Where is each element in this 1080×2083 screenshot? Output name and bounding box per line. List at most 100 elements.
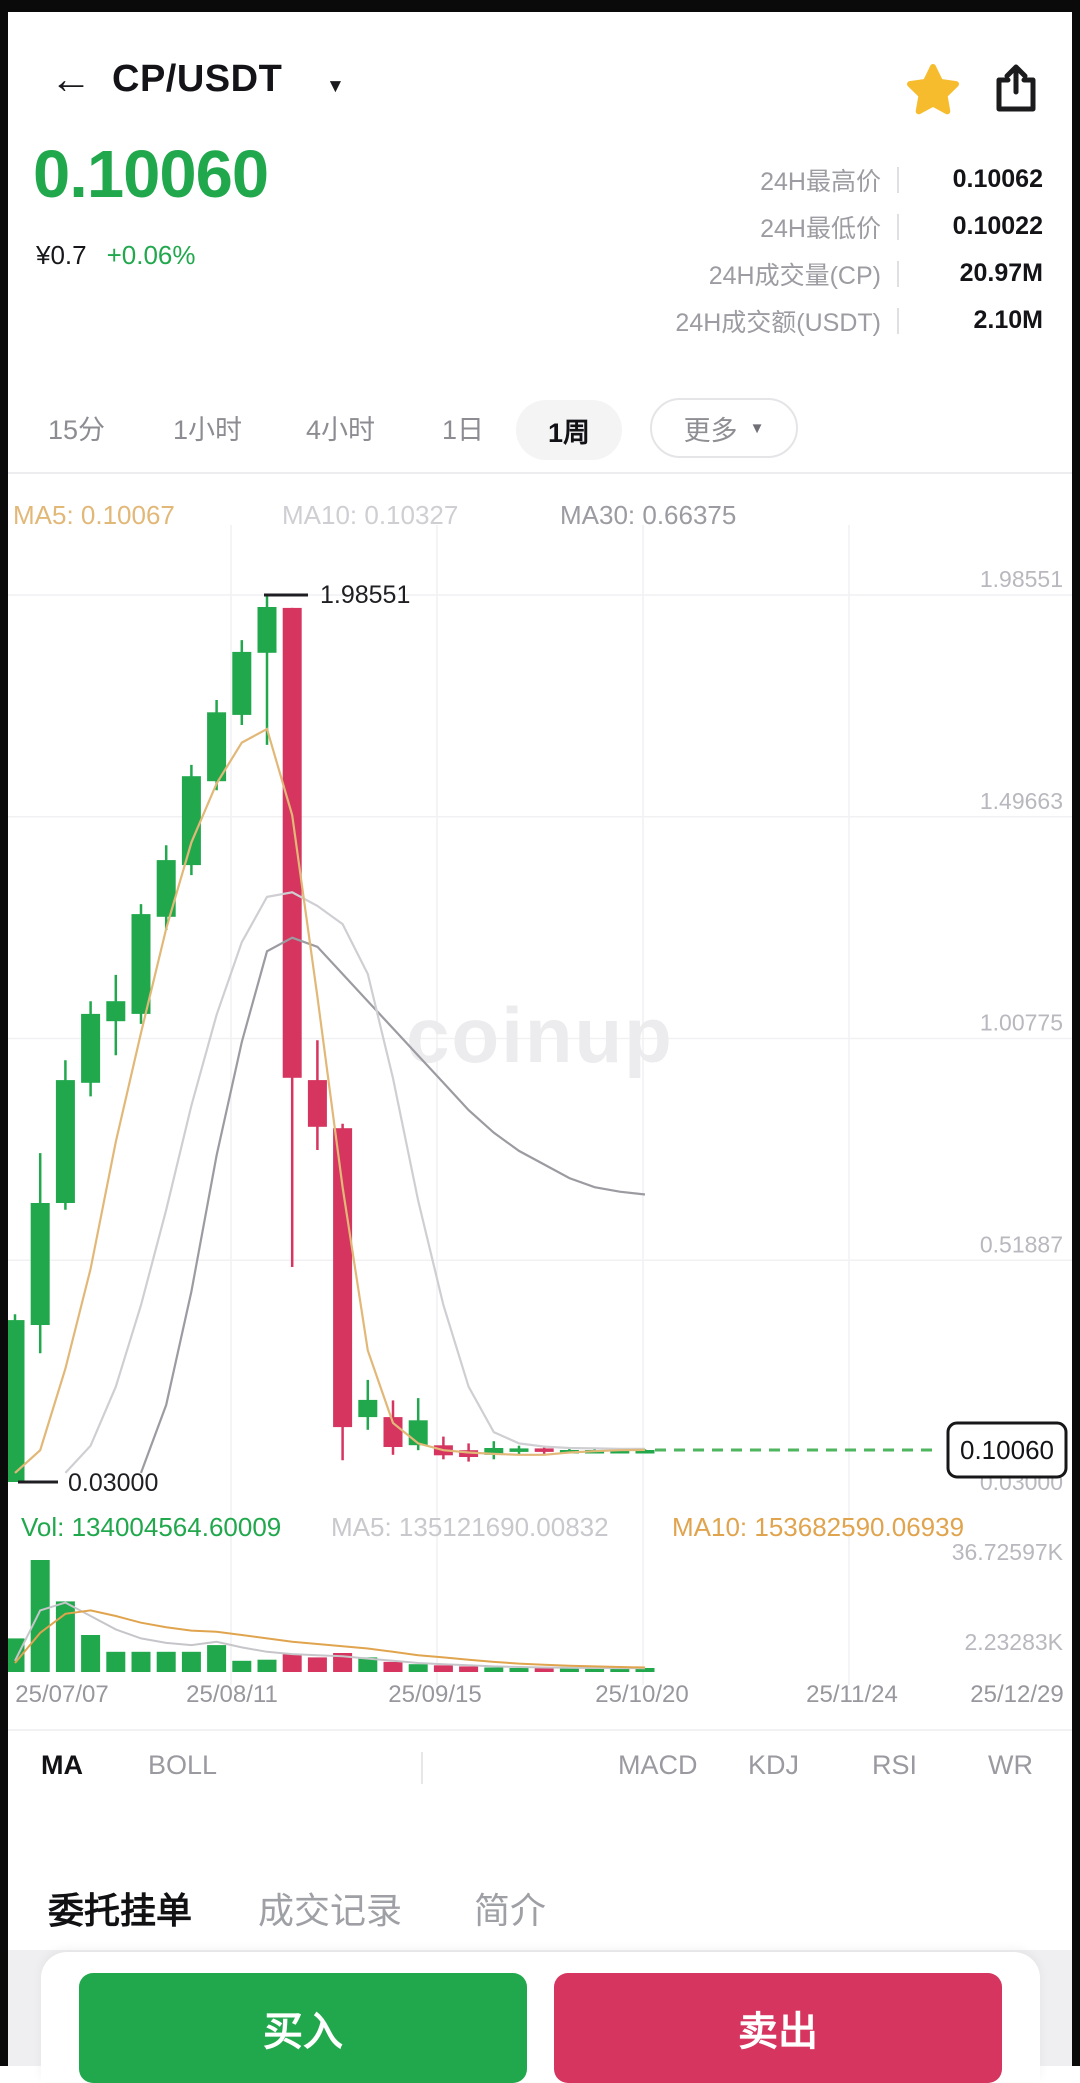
x-axis-date-label: 25/09/15 [388, 1681, 481, 1708]
stat-divider [897, 307, 899, 334]
symbol-dropdown-caret-icon[interactable]: ▼ [326, 76, 345, 97]
volume-bar [181, 1651, 201, 1672]
x-axis-date-label: 25/11/24 [806, 1681, 898, 1708]
chevron-down-icon: ▼ [749, 419, 765, 437]
indicator-tab-ma[interactable]: MA [41, 1750, 83, 1780]
buy-button[interactable]: 买入 [79, 1973, 527, 2083]
candle-body [358, 1399, 378, 1418]
volume-bar [585, 1668, 605, 1672]
timeframe-tab-15m[interactable]: 15分 [48, 415, 106, 445]
volume-bar [106, 1651, 126, 1672]
ma5-value-label: MA5: 0.10067 [13, 500, 175, 530]
low-marker-label: 0.03000 [68, 1469, 158, 1497]
candle-body [484, 1448, 504, 1455]
candle-body [55, 1080, 75, 1203]
volume-bar [232, 1660, 252, 1672]
last-price-box [946, 1421, 1068, 1479]
stat-label: 24H最高价 [760, 167, 881, 196]
candle-body [106, 1001, 126, 1022]
volume-bar [433, 1665, 453, 1672]
stat-label: 24H最低价 [760, 214, 881, 243]
tab-open-orders[interactable]: 委托挂单 [48, 1890, 193, 1931]
more-timeframes-button[interactable]: 更多 ▼ [650, 398, 798, 458]
volume-ma5-value-label: MA5: 135121690.00832 [331, 1512, 609, 1542]
candle-body [635, 1450, 655, 1454]
screen-edge-left [0, 0, 8, 2066]
tab-about[interactable]: 简介 [474, 1890, 547, 1931]
volume-bar [282, 1654, 302, 1672]
volume-ma10-value-label: MA10: 153682590.06939 [672, 1512, 965, 1542]
volume-bar [635, 1668, 655, 1672]
timeframe-tab-1d[interactable]: 1日 [442, 415, 485, 445]
favorite-star-icon[interactable] [905, 62, 961, 118]
tabs-divider [8, 472, 1072, 474]
volume-bar [459, 1666, 479, 1672]
timeframe-tab-4h[interactable]: 4小时 [306, 415, 376, 445]
indicator-tab-kdj[interactable]: KDJ [748, 1750, 800, 1780]
tab-trade-history[interactable]: 成交记录 [258, 1890, 403, 1931]
indicator-tab-macd[interactable]: MACD [618, 1750, 698, 1780]
candle-body [207, 712, 227, 782]
stat-value: 0.10022 [952, 212, 1043, 240]
volume-bar [484, 1667, 504, 1672]
stat-divider [897, 166, 899, 193]
volume-bar [358, 1657, 378, 1672]
ticker-stats: 24H最高价 0.10062 24H最低价 0.10022 24H成交量(CP)… [675, 156, 1043, 344]
indicator-row-divider [8, 1729, 1072, 1731]
ma30-value-label: MA30: 0.66375 [560, 500, 737, 530]
price-ma-line-ma10 [64, 891, 646, 1474]
share-icon[interactable] [988, 60, 1044, 116]
timeframe-tab-1w-selected[interactable]: 1周 [516, 400, 622, 460]
stat-row-high: 24H最高价 0.10062 [675, 156, 1043, 203]
indicator-tab-rsi[interactable]: RSI [872, 1750, 918, 1780]
indicator-tab-wr[interactable]: WR [988, 1750, 1033, 1780]
stat-row-low: 24H最低价 0.10022 [675, 203, 1043, 250]
candle-body [156, 860, 176, 917]
fiat-value: ¥0.7 [36, 240, 87, 270]
candle-body [282, 607, 302, 1078]
candle-body [181, 776, 201, 866]
y-axis-label: 1.00775 [980, 1010, 1063, 1036]
back-arrow-icon[interactable]: ← [50, 55, 92, 102]
volume-ma-line-orange [14, 1609, 646, 1669]
x-axis-date-label: 25/12/29 [970, 1681, 1063, 1708]
candlestick-chart[interactable]: coinup 1.98551 0.03000 1.98551 1.49663 1.0077… [0, 520, 1080, 1720]
more-label: 更多 [683, 415, 738, 446]
volume-value-label: Vol: 134004564.60009 [21, 1512, 282, 1542]
volume-bar [559, 1668, 579, 1672]
ma10-value-label: MA10: 0.10327 [282, 500, 459, 530]
candle-body [509, 1448, 529, 1452]
volume-bar [131, 1651, 151, 1672]
last-price: 0.10060 [33, 137, 269, 212]
volume-bar [610, 1668, 630, 1672]
indicator-separator [421, 1752, 423, 1784]
candle-body [383, 1417, 403, 1447]
stat-value: 0.10062 [952, 165, 1043, 193]
candle-body [81, 1013, 101, 1083]
screen-edge-top [0, 0, 1080, 12]
stat-value: 20.97M [959, 259, 1043, 287]
x-axis-date-label: 25/10/20 [595, 1681, 688, 1708]
indicator-tab-boll[interactable]: BOLL [148, 1750, 218, 1780]
watermark: coinup [406, 991, 674, 1079]
candle-body [232, 651, 252, 715]
change-percent: +0.06% [106, 240, 196, 270]
y-axis-label: 0.51887 [980, 1231, 1063, 1257]
volume-bar [509, 1668, 529, 1672]
timeframe-tab-1h[interactable]: 1小时 [173, 415, 243, 445]
stat-divider [897, 260, 899, 287]
candle-body [30, 1203, 50, 1325]
y-axis-label: 1.49663 [980, 788, 1063, 814]
symbol-title[interactable]: CP/USDT [112, 58, 283, 100]
volume-bar [257, 1659, 277, 1672]
candle-body [5, 1320, 25, 1482]
candle-body [408, 1420, 428, 1446]
stat-divider [897, 213, 899, 240]
candle-body [307, 1080, 327, 1127]
y-axis-label: 1.98551 [980, 566, 1063, 592]
price-ma-line-ma30 [139, 936, 646, 1474]
price-ma-line-ma5 [14, 727, 646, 1474]
volume-bar [156, 1651, 176, 1672]
sell-button[interactable]: 卖出 [554, 1973, 1002, 2083]
stat-row-volume: 24H成交量(CP) 20.97M [675, 250, 1043, 297]
